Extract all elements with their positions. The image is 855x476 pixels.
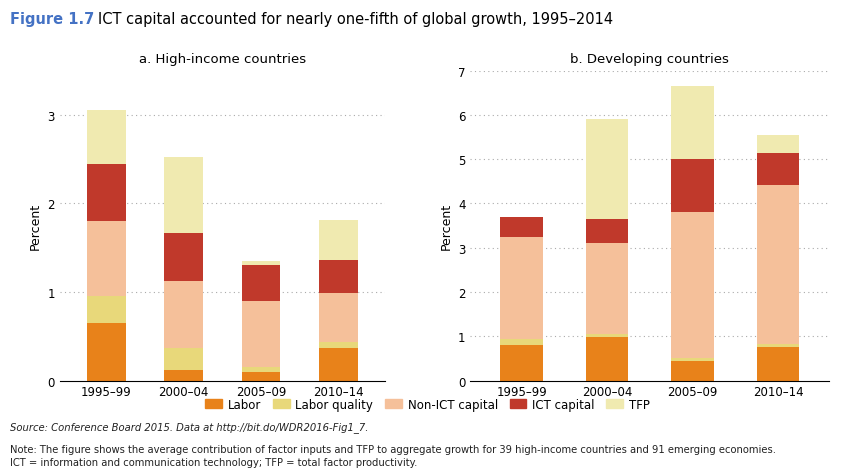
Bar <box>671 160 714 213</box>
Title: a. High-income countries: a. High-income countries <box>139 53 306 66</box>
Bar <box>87 323 126 381</box>
Bar <box>242 301 280 367</box>
Bar <box>671 359 714 361</box>
Text: Note: The figure shows the average contribution of factor inputs and TFP to aggr: Note: The figure shows the average contr… <box>10 444 776 454</box>
Bar <box>586 334 628 337</box>
Bar <box>164 370 203 381</box>
Y-axis label: Percent: Percent <box>439 203 452 249</box>
Bar <box>671 213 714 359</box>
Bar <box>586 337 628 381</box>
Bar <box>87 111 126 164</box>
Bar <box>164 233 203 282</box>
Bar <box>242 372 280 381</box>
Bar <box>757 345 799 347</box>
Bar <box>242 266 280 301</box>
Bar <box>586 219 628 244</box>
Text: Figure 1.7: Figure 1.7 <box>10 12 95 27</box>
Bar <box>586 244 628 334</box>
Bar <box>757 347 799 381</box>
Bar <box>242 367 280 372</box>
Bar <box>242 261 280 266</box>
Bar <box>757 186 799 345</box>
Legend: Labor, Labor quality, Non-ICT capital, ICT capital, TFP: Labor, Labor quality, Non-ICT capital, I… <box>201 393 654 416</box>
Bar <box>500 339 543 346</box>
Text: ICT capital accounted for nearly one-fifth of global growth, 1995–2014: ICT capital accounted for nearly one-fif… <box>98 12 613 27</box>
Bar <box>586 120 628 219</box>
Bar <box>500 346 543 381</box>
Bar <box>500 237 543 339</box>
Bar <box>671 87 714 160</box>
Bar <box>671 361 714 381</box>
Bar <box>87 297 126 323</box>
Bar <box>164 158 203 233</box>
Y-axis label: Percent: Percent <box>29 203 42 249</box>
Bar <box>319 221 357 260</box>
Bar <box>500 217 543 237</box>
Bar <box>87 164 126 222</box>
Text: ICT = information and communication technology; TFP = total factor productivity.: ICT = information and communication tech… <box>10 457 417 467</box>
Bar <box>164 348 203 370</box>
Bar <box>319 348 357 381</box>
Bar <box>87 222 126 297</box>
Bar <box>319 342 357 348</box>
Bar <box>757 154 799 186</box>
Text: Source: Conference Board 2015. Data at http://bit.do/WDR2016-Fig1_7.: Source: Conference Board 2015. Data at h… <box>10 421 369 432</box>
Title: b. Developing countries: b. Developing countries <box>570 53 729 66</box>
Bar <box>319 260 357 293</box>
Bar <box>757 136 799 154</box>
Bar <box>319 293 357 342</box>
Bar <box>164 282 203 348</box>
